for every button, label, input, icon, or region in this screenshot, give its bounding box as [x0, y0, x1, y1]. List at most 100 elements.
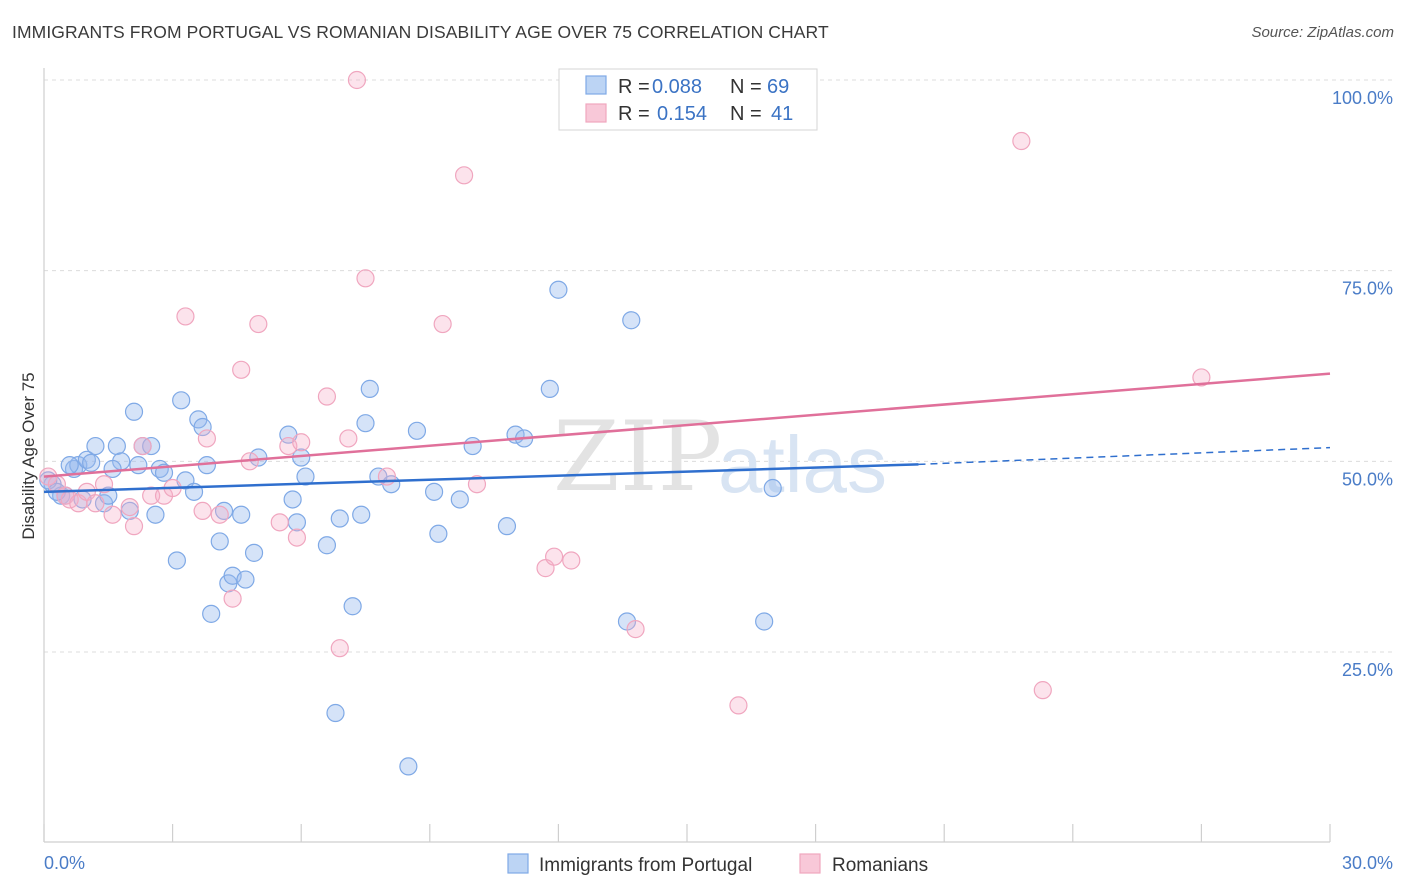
data-points: [39, 70, 1211, 776]
legend-swatch-portugal: [585, 75, 607, 95]
point-portugal: [232, 505, 251, 524]
point-portugal: [399, 757, 418, 776]
bottom-legend: Immigrants from Portugal Romanians: [507, 853, 928, 876]
y-tick-label-25: 25.0%: [1342, 660, 1393, 680]
point-romanians: [1033, 681, 1052, 700]
point-portugal: [424, 482, 444, 501]
point-romanians: [210, 505, 229, 524]
point-portugal: [202, 604, 221, 623]
point-romanians: [142, 486, 161, 505]
point-portugal: [244, 543, 264, 562]
point-romanians: [545, 547, 564, 566]
point-portugal: [103, 459, 122, 479]
y-tick-label-50: 50.0%: [1342, 469, 1393, 489]
point-portugal: [450, 490, 469, 509]
watermark: ZIP atlas: [553, 401, 887, 513]
bottom-legend-swatch-portugal: [507, 853, 529, 874]
y-axis-label: Disability Age Over 75: [19, 372, 38, 539]
watermark-atlas: atlas: [718, 420, 887, 509]
point-portugal: [429, 524, 448, 543]
legend-n-value-portugal: 69: [767, 76, 789, 98]
legend-r-value-portugal: 0.088: [652, 76, 702, 98]
point-portugal: [763, 478, 782, 498]
point-romanians: [562, 551, 581, 570]
watermark-zip: ZIP: [553, 401, 722, 513]
legend-n-label-romanians: N =: [730, 103, 762, 125]
point-portugal: [549, 280, 568, 299]
point-romanians: [287, 528, 307, 547]
point-romanians: [1192, 368, 1211, 387]
legend-n-value-romanians: 41: [771, 103, 793, 125]
point-romanians: [120, 497, 139, 517]
point-portugal: [356, 414, 375, 433]
point-romanians: [86, 494, 105, 513]
point-romanians: [454, 166, 474, 185]
x-tick-label-0: 0.0%: [44, 853, 85, 873]
y-tick-label-75: 75.0%: [1342, 279, 1393, 299]
point-romanians: [133, 436, 152, 456]
point-portugal: [540, 379, 559, 398]
point-portugal: [167, 551, 186, 570]
legend-r-label-portugal: R =: [618, 76, 650, 98]
point-portugal: [86, 436, 105, 456]
point-portugal: [82, 453, 101, 472]
point-romanians: [317, 387, 337, 406]
x-tick-label-1: 30.0%: [1342, 853, 1393, 873]
point-romanians: [197, 429, 216, 448]
bottom-legend-swatch-romanians: [799, 853, 821, 874]
point-portugal: [326, 703, 345, 723]
point-portugal: [296, 467, 315, 486]
legend: R = 0.088 N = 69 R = 0.154 N = 41: [558, 68, 818, 131]
point-portugal: [497, 517, 517, 536]
point-romanians: [729, 696, 748, 715]
legend-n-label-portugal: N =: [730, 76, 762, 98]
point-portugal: [287, 513, 307, 532]
point-portugal: [360, 379, 379, 398]
trend-line-portugal-extension: [918, 446, 1331, 466]
point-portugal: [407, 421, 427, 440]
point-romanians: [356, 269, 375, 288]
point-portugal: [755, 612, 774, 631]
point-portugal: [463, 436, 482, 456]
legend-swatch-romanians: [585, 103, 607, 123]
point-romanians: [626, 620, 645, 639]
point-romanians: [232, 360, 251, 379]
legend-r-value-romanians: 0.154: [657, 103, 707, 125]
y-tick-label-100: 100.0%: [1332, 88, 1393, 108]
point-romanians: [223, 589, 242, 608]
point-romanians: [193, 501, 212, 521]
trend-line-romanians: [43, 372, 1331, 478]
tick-labels: 25.0% 50.0% 75.0% 100.0% 0.0% 30.0%: [44, 88, 1393, 873]
trend-line-portugal: [43, 463, 919, 494]
point-portugal: [317, 536, 337, 555]
point-romanians: [347, 70, 367, 90]
point-portugal: [352, 505, 371, 524]
point-romanians: [249, 314, 268, 334]
trend-lines: [43, 372, 1331, 494]
point-romanians: [176, 307, 195, 326]
point-portugal: [60, 456, 79, 475]
point-portugal: [343, 597, 362, 616]
point-portugal: [146, 505, 165, 524]
grid-lines: [44, 79, 1392, 653]
point-romanians: [1012, 131, 1031, 151]
point-portugal: [330, 509, 349, 528]
point-portugal: [236, 570, 255, 589]
point-romanians: [467, 475, 487, 494]
bottom-legend-label-portugal: Immigrants from Portugal: [539, 855, 752, 876]
point-romanians: [94, 475, 114, 494]
point-romanians: [339, 429, 358, 448]
point-portugal: [210, 532, 229, 551]
point-portugal: [129, 456, 148, 475]
point-romanians: [103, 505, 122, 524]
source-label: Source: ZipAtlas.com: [1251, 24, 1394, 41]
legend-r-label-romanians: R =: [618, 103, 650, 125]
point-romanians: [377, 467, 397, 486]
point-romanians: [270, 513, 289, 532]
point-portugal: [622, 311, 641, 330]
point-romanians: [124, 517, 144, 536]
bottom-legend-label-romanians: Romanians: [832, 855, 928, 876]
point-portugal: [172, 391, 191, 410]
chart-title: IMMIGRANTS FROM PORTUGAL VS ROMANIAN DIS…: [12, 22, 829, 42]
